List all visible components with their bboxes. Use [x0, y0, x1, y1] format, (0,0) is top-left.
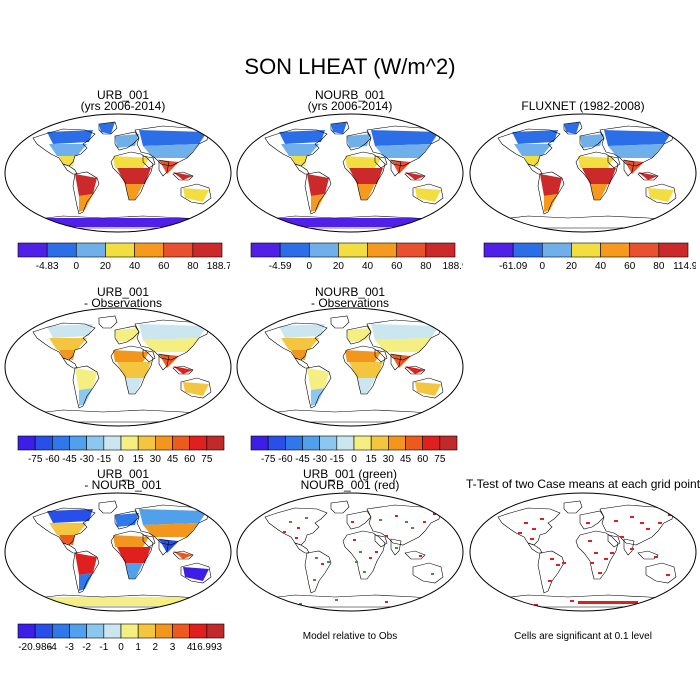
svg-text:-4.83: -4.83	[36, 261, 59, 272]
svg-text:0: 0	[118, 642, 124, 653]
svg-text:188.9: 188.9	[442, 261, 463, 272]
panel-8-note: Cells are significant at 0.1 level	[514, 631, 652, 642]
panel-4-title-line2: - Observations	[83, 296, 163, 310]
svg-text:-3: -3	[65, 642, 74, 653]
panel-5-title-line1: NOURB_001	[314, 285, 386, 299]
svg-text:3: 3	[170, 642, 176, 653]
svg-text:20: 20	[566, 261, 578, 272]
svg-text:0: 0	[307, 261, 313, 272]
colorbar-panel-2: -4.59 0 20 40 60 80 188.9	[250, 242, 463, 272]
svg-text:60: 60	[184, 454, 196, 465]
svg-text:45: 45	[167, 454, 179, 465]
svg-text:60: 60	[417, 454, 429, 465]
svg-text:-4.59: -4.59	[269, 261, 292, 272]
svg-text:-75: -75	[28, 454, 43, 465]
map-panel-6	[4, 492, 232, 612]
map-panel-7	[236, 492, 464, 612]
svg-text:-2: -2	[82, 642, 91, 653]
colorbar-panel-4: -75 -60 -45 -30 -15 0 15 30 45 60 75	[17, 435, 225, 465]
map-panel-5	[236, 307, 464, 427]
svg-text:0: 0	[74, 261, 80, 272]
panel-7-title-line1: URB_001 (green)	[302, 467, 398, 481]
svg-text:0: 0	[118, 454, 124, 465]
svg-text:40: 40	[595, 261, 607, 272]
svg-text:0: 0	[540, 261, 546, 272]
svg-text:75: 75	[434, 454, 446, 465]
panel-4-title-line1: URB_001	[96, 285, 150, 299]
panel-7-note: Model relative to Obs	[302, 631, 398, 642]
svg-text:30: 30	[150, 454, 162, 465]
svg-text:-45: -45	[62, 454, 77, 465]
map-panel-3	[469, 113, 697, 233]
svg-text:60: 60	[624, 261, 636, 272]
svg-text:80: 80	[420, 261, 432, 272]
panel-3-title-line1: FLUXNET (1982-2008)	[521, 99, 645, 113]
svg-text:30: 30	[383, 454, 395, 465]
svg-text:-4: -4	[48, 642, 57, 653]
svg-text:60: 60	[391, 261, 403, 272]
map-panel-2	[236, 113, 464, 233]
colorbar-panel-5: -75 -60 -45 -30 -15 0 15 30 45 60 75	[250, 435, 458, 465]
panel-2-title-line2: (yrs 2006-2014)	[307, 99, 393, 113]
svg-text:45: 45	[400, 454, 412, 465]
svg-text:-15: -15	[97, 454, 112, 465]
svg-text:-30: -30	[79, 454, 94, 465]
svg-text:20: 20	[333, 261, 345, 272]
svg-text:-75: -75	[261, 454, 276, 465]
panel-5-title-line2: - Observations	[310, 296, 390, 310]
svg-text:2: 2	[153, 642, 159, 653]
svg-text:20: 20	[100, 261, 112, 272]
svg-text:-1: -1	[99, 642, 108, 653]
svg-text:114.92: 114.92	[673, 261, 696, 272]
svg-text:80: 80	[187, 261, 199, 272]
svg-text:-45: -45	[295, 454, 310, 465]
svg-text:-61.09: -61.09	[499, 261, 528, 272]
svg-text:15: 15	[133, 454, 145, 465]
colorbar-panel-6: -20.986-4 -3 -2 -1 0 1 2 3 4 16.993	[17, 623, 225, 653]
svg-text:-20.986: -20.986	[18, 642, 52, 653]
panel-1-title-line2: (yrs 2006-2014)	[80, 99, 166, 113]
svg-text:60: 60	[158, 261, 170, 272]
svg-text:75: 75	[201, 454, 213, 465]
map-panel-4	[4, 307, 232, 427]
svg-text:-15: -15	[330, 454, 345, 465]
svg-text:1: 1	[135, 642, 141, 653]
colorbar-panel-1: -4.83 0 20 40 60 80 188.73	[17, 242, 230, 272]
colorbar-panel-3: -61.09 0 20 40 60 80 114.92	[483, 242, 696, 272]
svg-text:188.73: 188.73	[207, 261, 230, 272]
svg-text:-60: -60	[278, 454, 293, 465]
svg-text:-60: -60	[45, 454, 60, 465]
svg-text:4: 4	[187, 642, 193, 653]
panel-8-title-line1: T-Test of two Case means at each grid po…	[465, 477, 700, 491]
svg-text:80: 80	[653, 261, 665, 272]
panel-1-title-line1: URB_001	[96, 88, 150, 102]
panel-7-title-line2: NOURB_001 (red)	[300, 478, 400, 492]
panel-6-title-line1: URB_001	[96, 467, 150, 481]
map-panel-8	[469, 492, 697, 612]
svg-text:40: 40	[362, 261, 374, 272]
svg-text:15: 15	[366, 454, 378, 465]
panel-6-title-line2: - NOURB_001	[84, 478, 162, 492]
main-title: SON LHEAT (W/m^2)	[244, 54, 456, 79]
svg-text:16.993: 16.993	[192, 642, 223, 653]
map-panel-1	[4, 113, 232, 233]
svg-text:0: 0	[351, 454, 357, 465]
svg-text:-30: -30	[312, 454, 327, 465]
panel-2-title-line1: NOURB_001	[314, 88, 386, 102]
svg-text:40: 40	[129, 261, 141, 272]
